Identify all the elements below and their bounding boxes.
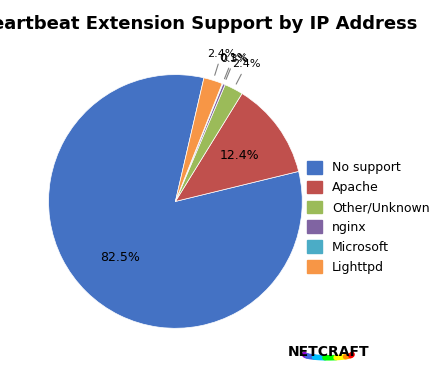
Text: 82.5%: 82.5%	[100, 251, 140, 264]
Wedge shape	[175, 84, 225, 201]
Text: 0.3%: 0.3%	[221, 54, 249, 80]
Wedge shape	[175, 84, 223, 201]
Wedge shape	[175, 78, 222, 201]
Wedge shape	[48, 75, 302, 328]
Text: 2.4%: 2.4%	[207, 49, 236, 75]
Text: 12.4%: 12.4%	[219, 149, 259, 162]
Title: TLS Heartbeat Extension Support by IP Address: TLS Heartbeat Extension Support by IP Ad…	[0, 15, 417, 33]
Text: NETCRAFT: NETCRAFT	[288, 345, 369, 360]
Wedge shape	[175, 93, 299, 201]
Wedge shape	[175, 85, 242, 201]
Legend: No support, Apache, Other/Unknown, nginx, Microsoft, Lighttpd: No support, Apache, Other/Unknown, nginx…	[302, 156, 432, 279]
Text: 0.1%: 0.1%	[219, 53, 247, 79]
Text: 2.4%: 2.4%	[232, 59, 261, 84]
